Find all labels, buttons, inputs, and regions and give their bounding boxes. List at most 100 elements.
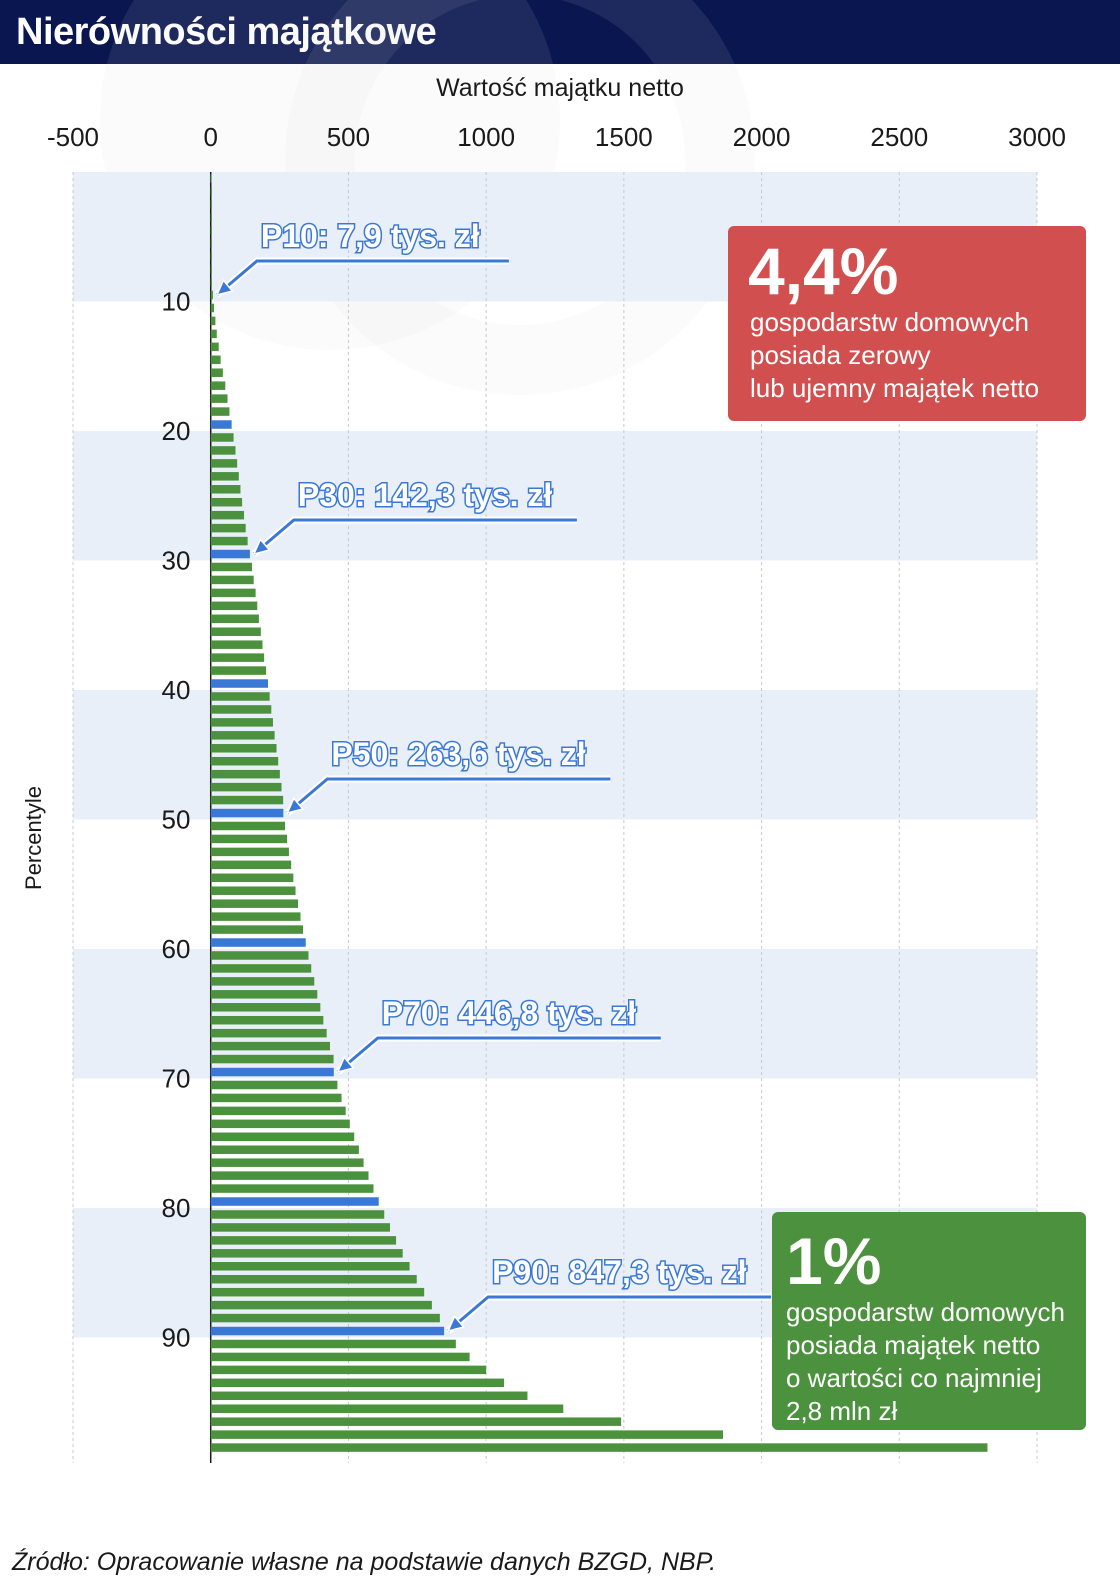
bar-percentile (210, 1093, 342, 1103)
bar-percentile (210, 873, 294, 883)
bar-percentile (210, 964, 312, 973)
y-tick-label: 50 (162, 805, 191, 835)
bar-percentile (210, 1132, 355, 1142)
x-tick-label: 500 (327, 122, 370, 152)
bar-percentile (210, 459, 238, 468)
bar-percentile (210, 899, 299, 908)
annotation-arrowhead (336, 1055, 355, 1074)
bar-percentile (210, 666, 267, 675)
bar-percentile (210, 226, 212, 235)
x-tick-label: 1500 (595, 122, 653, 152)
bar-percentile (210, 1158, 364, 1167)
bar-percentile (210, 1015, 324, 1025)
bar-percentile (210, 200, 212, 209)
bar-percentile (210, 187, 212, 196)
header-bar: Nierówności majątkowe (0, 0, 1120, 64)
bar-percentile (210, 1443, 988, 1452)
bar-percentile (210, 1262, 410, 1271)
bar-percentile (210, 756, 279, 766)
bar-percentile (210, 355, 221, 365)
bar-percentile (210, 316, 216, 326)
y-tick-label: 60 (162, 934, 191, 964)
bar-percentile (210, 1171, 369, 1180)
y-tick-label: 10 (162, 287, 191, 317)
callout-negative-line: lub ujemny majątek netto (750, 373, 1040, 403)
bar-percentile (210, 472, 239, 481)
bar-percentile (210, 407, 230, 416)
bar-percentile (210, 1184, 374, 1193)
bar-percentile (210, 1365, 487, 1375)
bar-percentile (210, 1391, 528, 1401)
bar-percentile (210, 1028, 327, 1038)
annotation-label: P30: 142,3 tys. zł (298, 477, 552, 513)
y-tick-label: 40 (162, 675, 191, 705)
bar-percentile (210, 782, 282, 792)
y-tick-label: 70 (162, 1064, 191, 1094)
bar-percentile (210, 1300, 432, 1310)
bar-percentile (210, 446, 236, 455)
bar-percentile (210, 1223, 391, 1232)
bar-percentile (210, 1287, 425, 1297)
annotation-leader-line (252, 518, 577, 556)
callout-negative-wealth: 4,4% gospodarstw domowych posiada zerowy… (728, 226, 1086, 421)
callout-negative-value: 4,4% (748, 234, 899, 308)
annotation-arrowhead (252, 537, 271, 556)
annotation-label: P10: 7,9 tys. zł (261, 218, 480, 254)
bar-percentile (210, 653, 265, 662)
bar-percentile (210, 601, 258, 611)
bar-percentile (210, 342, 219, 352)
bar-percentile (210, 925, 303, 934)
bar-percentile (210, 614, 259, 624)
y-tick-label: 30 (162, 546, 191, 576)
callout-top-one-percent: 1% gospodarstw domowych posiada majątek … (772, 1212, 1086, 1430)
annotation-label: P70: 446,8 tys. zł (382, 995, 636, 1031)
bar-percentile (210, 1404, 564, 1413)
bar-percentile (210, 1236, 397, 1245)
bar-percentile (210, 174, 212, 183)
bar-percentile (210, 536, 248, 546)
bar-percentile (210, 1210, 385, 1219)
annotation-label: P90: 847,3 tys. zł (492, 1254, 746, 1290)
bar-percentile (210, 938, 306, 947)
annotation-leader-line (215, 259, 509, 297)
bar-percentile (210, 1339, 456, 1349)
annotation-arrowhead (286, 796, 305, 815)
x-tick-label: 1000 (457, 122, 515, 152)
callout-top-line: 2,8 mln zł (786, 1396, 898, 1426)
bar-percentile (210, 821, 286, 831)
bar-percentile (210, 731, 275, 740)
y-tick-label: 90 (162, 1323, 191, 1353)
y-tick-label: 20 (162, 416, 191, 446)
bar-percentile (210, 718, 273, 727)
bar-percentile (210, 886, 296, 895)
bar-percentile (210, 433, 234, 442)
bar-percentile (210, 795, 284, 805)
bar-percentile (210, 588, 256, 598)
bar-percentile (210, 769, 280, 779)
x-tick-label: 0 (203, 122, 217, 152)
bar-percentile (210, 238, 212, 248)
bar-percentile (210, 640, 263, 649)
bar-percentile (210, 1249, 403, 1258)
bar-percentile (210, 420, 232, 429)
annotation-arrowhead (215, 278, 234, 297)
bar-percentile (210, 523, 246, 533)
bar-percentile (210, 277, 212, 287)
bar-percentile (210, 990, 318, 999)
bar-percentile (210, 1067, 334, 1077)
bar-percentile (210, 1430, 724, 1439)
bar-percentile (210, 860, 292, 870)
annotation-leader-line (447, 1295, 772, 1333)
bar-percentile (210, 1003, 321, 1012)
callout-negative-line: posiada zerowy (750, 340, 931, 370)
bar-percentile (210, 1417, 622, 1426)
source-note: Źródło: Opracowanie własne na podstawie … (12, 1548, 717, 1576)
bar-percentile (210, 627, 261, 636)
bar-percentile (210, 808, 284, 818)
bar-percentile (210, 951, 309, 960)
bar-percentile (210, 1041, 330, 1051)
callout-negative-line: gospodarstw domowych (750, 307, 1029, 337)
bar-percentile (210, 679, 269, 688)
bar-percentile (210, 847, 289, 857)
callout-top-line: o wartości co najmniej (786, 1363, 1042, 1393)
